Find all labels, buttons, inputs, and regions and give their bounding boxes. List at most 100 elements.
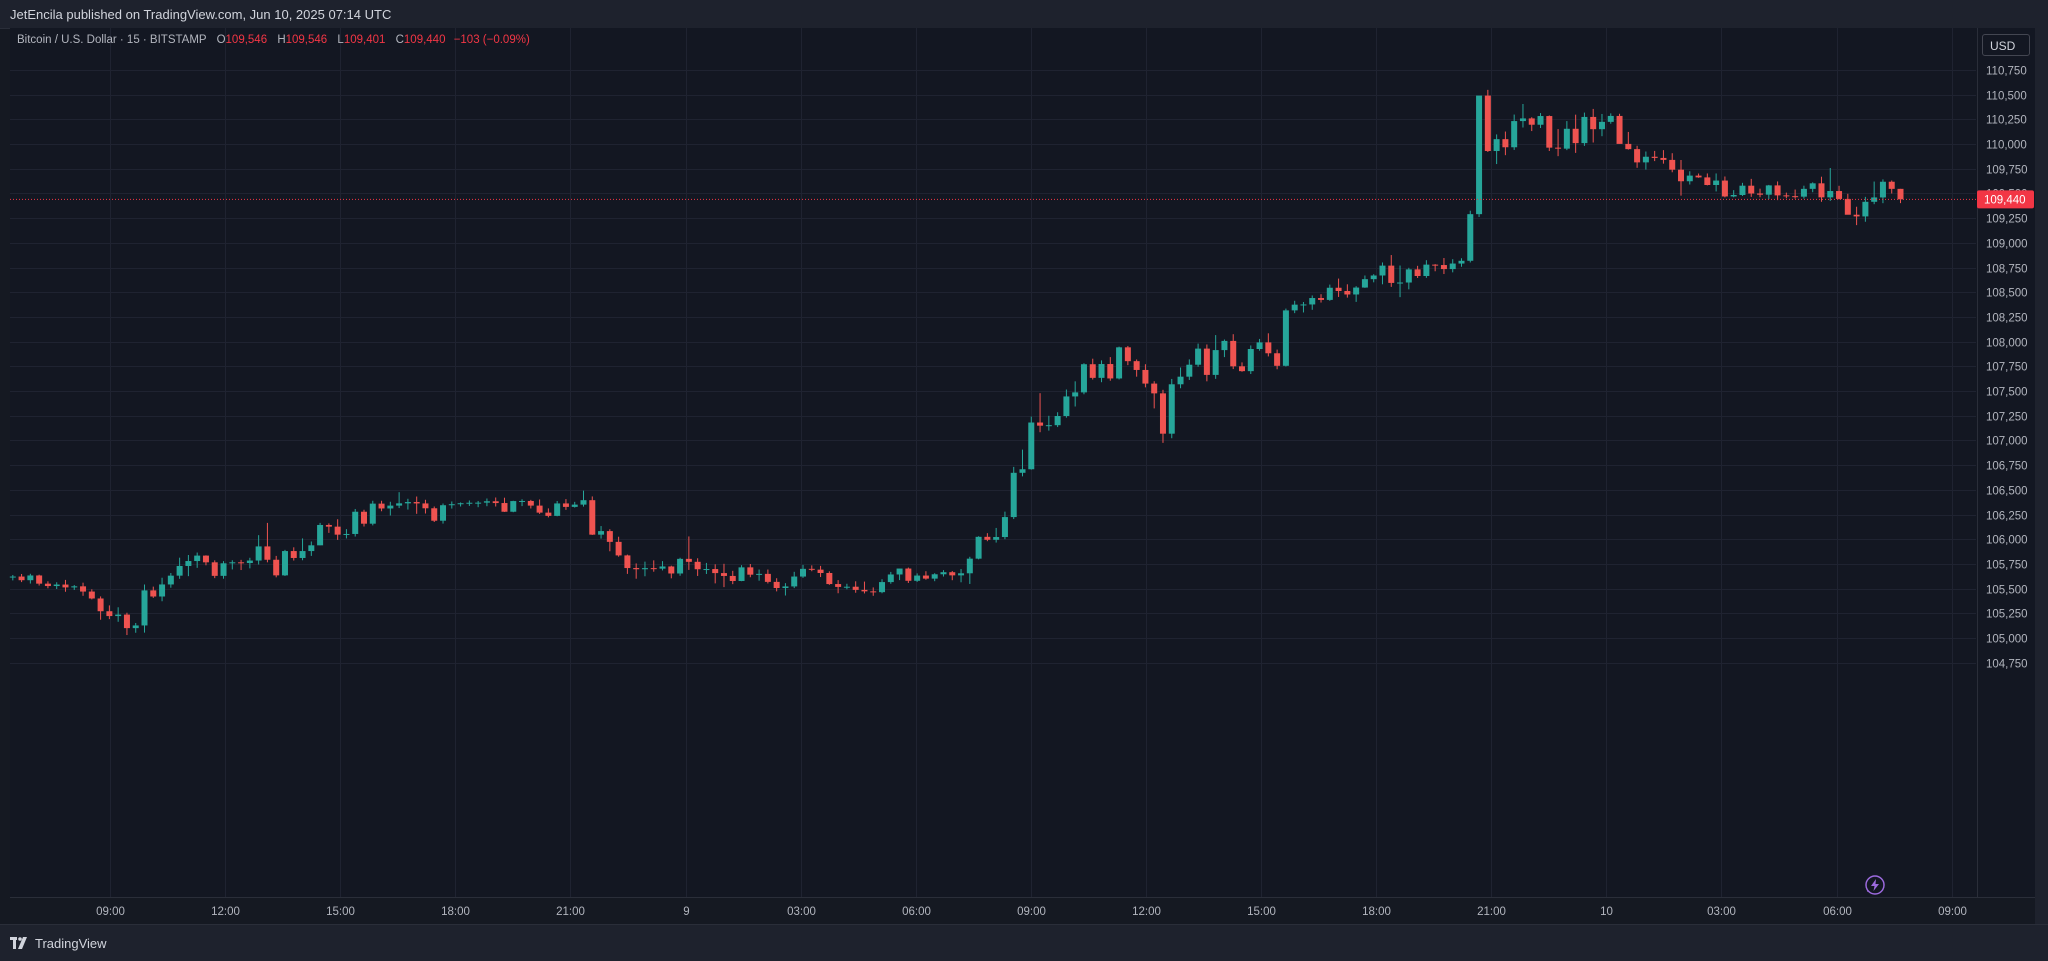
- candle-body: [273, 559, 280, 576]
- candle-body: [1001, 517, 1008, 538]
- candle-body: [1265, 342, 1272, 354]
- candle-body: [1045, 425, 1052, 427]
- candle-body: [194, 555, 201, 562]
- candle-body: [1432, 264, 1439, 266]
- candle-body: [1809, 183, 1816, 189]
- close-value: 109,440: [403, 34, 446, 46]
- candle-body: [606, 531, 613, 542]
- candle-body: [852, 586, 859, 590]
- footer-bar: [0, 924, 2048, 961]
- candle-body: [115, 614, 122, 617]
- candle-body: [1467, 214, 1474, 261]
- candle-body: [325, 524, 332, 527]
- candle-body: [141, 590, 148, 626]
- price-tick-label: 105,500: [1986, 585, 2028, 597]
- candle-body: [264, 546, 271, 560]
- candle-body: [1484, 95, 1491, 152]
- candle-body: [1449, 263, 1456, 270]
- candle-body: [483, 501, 490, 503]
- candle-body: [1783, 195, 1790, 197]
- candle-body: [343, 533, 350, 535]
- price-tick-label: 107,500: [1986, 387, 2028, 399]
- high-key: H: [277, 34, 286, 46]
- candle-body: [1546, 116, 1553, 148]
- candle-body: [1511, 121, 1518, 148]
- candle-body: [756, 573, 763, 575]
- candle-body: [1537, 116, 1544, 125]
- tradingview-brand[interactable]: TradingView: [10, 934, 107, 952]
- price-tick-label: 108,750: [1986, 264, 2028, 276]
- candle-body: [440, 505, 447, 521]
- candle-body: [641, 568, 648, 570]
- price-tick-label: 106,250: [1986, 511, 2028, 523]
- candle-body: [966, 558, 973, 574]
- candle-body: [1195, 348, 1202, 365]
- candle-body: [1159, 393, 1166, 434]
- price-scale[interactable]: [1977, 28, 2036, 898]
- candle-body: [1800, 188, 1807, 197]
- chart-pane[interactable]: [10, 28, 1977, 898]
- candle-body: [1019, 469, 1026, 473]
- candle-body: [53, 584, 60, 587]
- candle-body: [255, 546, 262, 561]
- candle-body: [791, 576, 798, 587]
- candle-body: [1686, 175, 1693, 182]
- candle-body: [773, 581, 780, 589]
- candle-body: [167, 575, 174, 585]
- candle-body: [984, 536, 991, 540]
- candle-body: [1616, 115, 1623, 144]
- price-tick-label: 110,000: [1986, 140, 2027, 152]
- candle-body: [369, 503, 376, 524]
- candle-body: [1318, 298, 1325, 300]
- candle-body: [720, 573, 727, 576]
- time-tick-label: 09:00: [1938, 906, 1967, 918]
- candle-body: [1862, 201, 1869, 217]
- candle-body: [413, 502, 420, 504]
- candle-body: [1748, 185, 1755, 194]
- candle-body: [843, 586, 850, 588]
- candle-body: [694, 561, 701, 570]
- candle-body: [1028, 422, 1035, 470]
- candle-body: [1792, 196, 1799, 198]
- candle-body: [677, 558, 684, 574]
- candle-body: [949, 572, 956, 576]
- currency-button[interactable]: USD: [1982, 34, 2030, 56]
- lightning-bolt-icon[interactable]: [1864, 874, 1886, 896]
- candle-body: [18, 576, 25, 581]
- candle-body: [887, 574, 894, 583]
- candle-body: [1528, 118, 1535, 125]
- candle-body: [1458, 260, 1465, 264]
- candle-body: [1072, 392, 1079, 397]
- candle-body: [870, 591, 877, 593]
- candle-body: [1625, 143, 1632, 150]
- tradingview-logo-icon: [10, 937, 27, 949]
- candle-body: [914, 575, 921, 581]
- candle-body: [562, 503, 569, 507]
- candle-body: [1133, 361, 1140, 370]
- close-key: C: [395, 34, 404, 46]
- candle-body: [220, 563, 227, 576]
- candle-body: [729, 575, 736, 581]
- time-tick-label: 9: [683, 906, 689, 918]
- candle-body: [975, 536, 982, 559]
- candle-body: [1353, 287, 1360, 295]
- candle-body: [431, 508, 438, 521]
- candle-body: [1239, 366, 1245, 372]
- price-tick-label: 106,500: [1986, 486, 2028, 498]
- price-tick-label: 104,750: [1986, 659, 2028, 671]
- candle-body: [1080, 364, 1087, 393]
- price-tick-label: 105,000: [1986, 634, 2028, 646]
- candle-body: [1519, 118, 1526, 122]
- time-tick-label: 03:00: [787, 906, 816, 918]
- candle-body: [1897, 188, 1904, 200]
- candle-body: [159, 584, 166, 597]
- candle-body: [1651, 156, 1658, 158]
- candle-body: [352, 511, 359, 534]
- right-gutter: [2035, 0, 2048, 960]
- candle-body: [317, 524, 324, 546]
- candle-body: [1879, 181, 1886, 198]
- candle-body: [589, 500, 596, 535]
- time-tick-label: 18:00: [1362, 906, 1391, 918]
- candle-body: [1221, 340, 1228, 351]
